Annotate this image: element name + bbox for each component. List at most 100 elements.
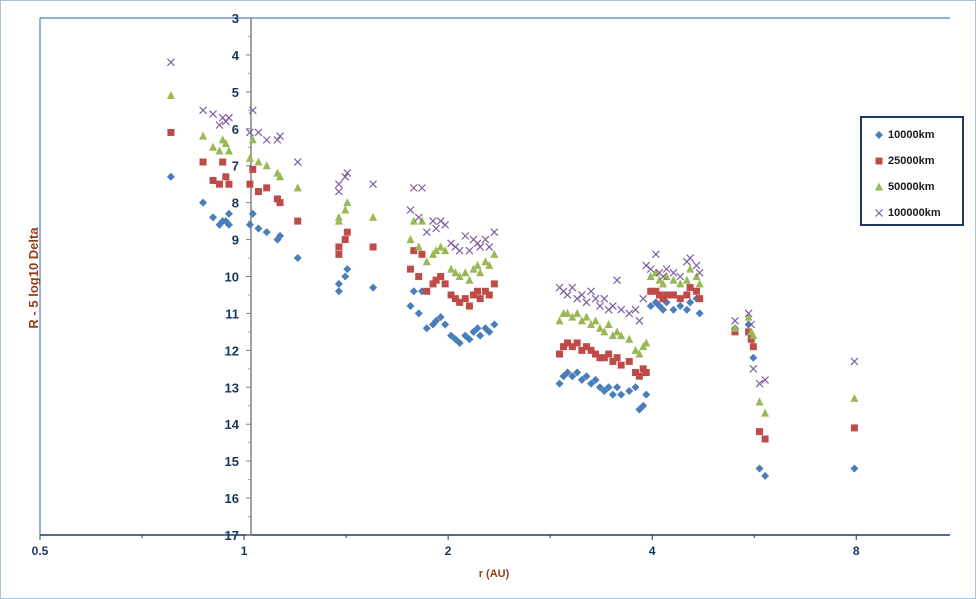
data-point (437, 273, 445, 280)
data-point (369, 212, 378, 221)
data-point (587, 320, 596, 329)
data-point (755, 397, 764, 406)
y-tick-label: 7 (232, 159, 239, 174)
data-point (334, 216, 343, 225)
data-point (461, 295, 469, 303)
legend-item: 10000km (874, 122, 962, 148)
data-point (418, 250, 426, 258)
data-point (341, 205, 350, 214)
x-axis-title: r (AU) (479, 568, 510, 580)
data-point (199, 158, 207, 166)
data-point (248, 106, 257, 115)
data-point (406, 206, 415, 214)
data-point (563, 308, 572, 317)
x-tick-label: 1 (241, 544, 248, 558)
data-point (432, 246, 441, 255)
legend-marker-shape (875, 182, 883, 191)
data-point (635, 316, 644, 325)
data-point (625, 357, 633, 365)
data-point (731, 328, 739, 336)
data-point (761, 375, 770, 384)
data-point (568, 372, 577, 381)
series-50000km (166, 91, 859, 417)
data-point (756, 428, 764, 436)
data-point (481, 287, 489, 295)
data-point (745, 328, 753, 336)
data-point (683, 291, 691, 299)
data-point (451, 268, 460, 277)
y-tick-label: 12 (225, 343, 239, 358)
data-point (418, 183, 426, 192)
data-point (682, 305, 691, 314)
data-point (490, 320, 499, 329)
data-point (222, 173, 230, 181)
data-point (563, 368, 572, 377)
data-point (608, 302, 617, 310)
data-point (293, 183, 302, 192)
data-point (647, 287, 655, 295)
data-point (276, 172, 285, 181)
data-point (686, 284, 694, 292)
data-point (747, 320, 756, 329)
data-point (747, 335, 755, 343)
data-point (749, 364, 758, 373)
data-point (617, 390, 626, 399)
data-point (414, 242, 423, 251)
data-point (642, 369, 650, 377)
data-point (646, 302, 655, 311)
data-point (441, 320, 450, 329)
data-point (631, 383, 640, 392)
data-point (625, 334, 634, 343)
data-point (254, 224, 263, 233)
data-point (595, 383, 604, 392)
data-point (850, 464, 859, 473)
data-point (625, 386, 634, 395)
data-point (669, 305, 678, 314)
data-point (225, 180, 233, 188)
data-point (573, 294, 582, 303)
data-point (749, 353, 758, 362)
data-point (245, 153, 254, 162)
data-point (476, 243, 485, 251)
data-point (744, 320, 753, 329)
data-point (343, 265, 352, 274)
data-point (415, 273, 423, 280)
y-tick-label: 8 (232, 196, 239, 211)
data-point (476, 331, 485, 340)
data-point (659, 305, 668, 314)
y-tick-label: 15 (225, 454, 239, 469)
data-point (219, 158, 227, 166)
data-point (850, 357, 859, 366)
data-point (642, 338, 651, 347)
x-tick-label: 2 (445, 544, 452, 558)
data-point (568, 283, 577, 292)
data-point (485, 291, 493, 299)
data-point (744, 309, 753, 318)
legend-label: 25000km (888, 155, 935, 167)
data-point (341, 272, 350, 281)
data-point (693, 287, 701, 295)
data-point (761, 408, 770, 417)
data-point (343, 198, 352, 207)
data-point (432, 276, 440, 284)
data-point (215, 121, 224, 130)
data-point (761, 471, 770, 480)
data-point (659, 295, 667, 303)
data-point (617, 361, 625, 369)
data-point (490, 228, 499, 237)
data-point (451, 295, 459, 303)
data-point (655, 291, 663, 299)
data-point (686, 264, 695, 273)
data-point (577, 375, 586, 384)
data-point (166, 91, 175, 100)
data-point (224, 209, 233, 218)
data-point (476, 295, 484, 303)
data-point (591, 375, 600, 384)
data-point (632, 369, 640, 377)
legend-item: 100000km (874, 200, 962, 226)
data-point (582, 298, 591, 307)
data-point (455, 246, 464, 255)
data-point (731, 323, 740, 332)
